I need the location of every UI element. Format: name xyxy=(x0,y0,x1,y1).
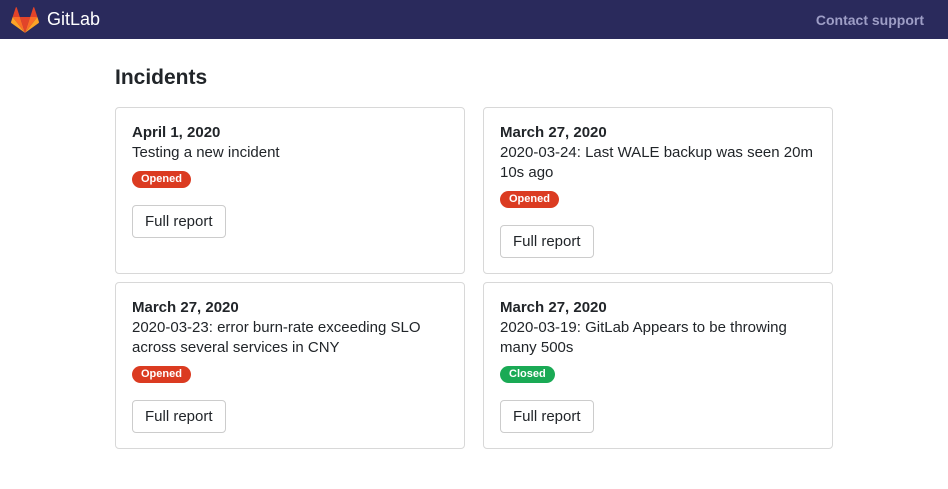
incidents-grid: April 1, 2020 Testing a new incident Ope… xyxy=(115,107,833,489)
status-badge: Opened xyxy=(132,171,191,188)
full-report-button[interactable]: Full report xyxy=(132,400,226,433)
status-badge: Opened xyxy=(132,366,191,383)
report-button-row: Full report xyxy=(132,400,448,433)
incident-description: 2020-03-19: GitLab Appears to be throwin… xyxy=(500,319,787,356)
incident-description: Testing a new incident xyxy=(132,144,280,161)
gitlab-brand-link[interactable]: GitLab xyxy=(11,6,101,33)
incident-date: March 27, 2020 xyxy=(132,299,239,316)
incident-date: April 1, 2020 xyxy=(132,124,221,141)
status-badge: Opened xyxy=(500,191,559,208)
incident-card: April 1, 2020 Testing a new incident Ope… xyxy=(115,107,465,274)
report-button-row: Full report xyxy=(500,400,816,433)
brand-wordmark: GitLab xyxy=(47,9,101,29)
incident-card: March 27, 2020 2020-03-19: GitLab Appear… xyxy=(483,282,833,449)
incidents-page: Incidents April 1, 2020 Testing a new in… xyxy=(115,39,833,489)
full-report-button[interactable]: Full report xyxy=(132,205,226,238)
incident-description: 2020-03-23: error burn-rate exceeding SL… xyxy=(132,319,421,356)
page-title: Incidents xyxy=(115,66,208,89)
status-badge: Closed xyxy=(500,366,555,383)
incident-card: March 27, 2020 2020-03-24: Last WALE bac… xyxy=(483,107,833,274)
status-badge-row: Opened xyxy=(132,169,448,188)
incident-date: March 27, 2020 xyxy=(500,299,607,316)
status-badge-row: Opened xyxy=(132,364,448,383)
contact-support-link[interactable]: Contact support xyxy=(815,11,924,28)
incident-card: March 27, 2020 2020-03-23: error burn-ra… xyxy=(115,282,465,449)
top-navbar: GitLab Contact support xyxy=(0,0,948,39)
full-report-button[interactable]: Full report xyxy=(500,225,594,258)
incident-description: 2020-03-24: Last WALE backup was seen 20… xyxy=(500,144,813,181)
status-badge-row: Opened xyxy=(500,189,816,208)
status-badge-row: Closed xyxy=(500,364,816,383)
report-button-row: Full report xyxy=(132,205,448,238)
incident-date: March 27, 2020 xyxy=(500,124,607,141)
full-report-button[interactable]: Full report xyxy=(500,400,594,433)
gitlab-tanuki-icon xyxy=(11,6,39,33)
report-button-row: Full report xyxy=(500,225,816,258)
